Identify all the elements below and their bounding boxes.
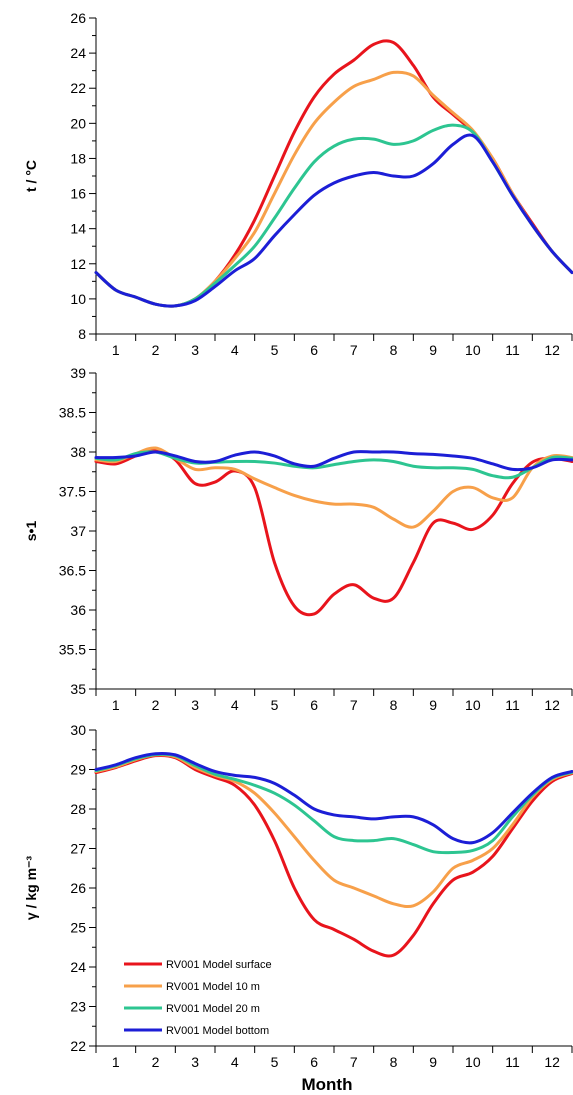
legend-entry: RV001 Model 20 m — [124, 1003, 260, 1015]
x-tick-label: 9 — [429, 342, 437, 358]
x-tick-label: 3 — [191, 697, 199, 713]
y-tick-label: 38 — [70, 444, 86, 460]
series-line-rv001-model-20-m — [94, 450, 573, 480]
x-tick-label: 11 — [505, 342, 520, 358]
y-tick-label: 20 — [70, 115, 86, 131]
y-tick-label: 23 — [70, 999, 86, 1015]
y-tick-label: 39 — [70, 365, 86, 381]
x-tick-label: 6 — [310, 342, 318, 358]
y-tick-label: 37 — [70, 523, 86, 539]
x-tick-label: 5 — [271, 342, 279, 358]
x-tick-label: 12 — [544, 1054, 560, 1070]
x-tick-label: 11 — [505, 1054, 520, 1070]
y-tick-label: 8 — [78, 326, 86, 342]
series-line-rv001-model-surface — [94, 753, 573, 958]
legend-entry: RV001 Model surface — [124, 959, 272, 971]
x-tick-label: 4 — [231, 342, 239, 358]
y-axis-title: t / °C — [23, 160, 39, 192]
y-tick-label: 12 — [70, 256, 86, 272]
y-tick-label: 28 — [70, 801, 86, 817]
y-axis-title: γ / kg m⁻³ — [23, 856, 39, 921]
y-tick-label: 24 — [70, 45, 86, 61]
legend-entry: RV001 Model bottom — [124, 1025, 269, 1037]
series-line-rv001-model-bottom — [94, 450, 573, 472]
y-tick-label: 36.5 — [59, 563, 86, 579]
x-tick-label: 8 — [390, 1054, 398, 1070]
x-tick-label: 11 — [505, 697, 520, 713]
series-line-rv001-model-bottom — [94, 133, 573, 308]
x-tick-label: 9 — [429, 697, 437, 713]
y-tick-label: 27 — [70, 841, 86, 857]
y-axis-title: s•1 — [23, 521, 39, 542]
legend-label: RV001 Model surface — [166, 959, 272, 971]
x-tick-label: 3 — [191, 342, 199, 358]
series-line-rv001-model-10-m — [94, 70, 573, 308]
x-tick-label: 1 — [112, 342, 120, 358]
y-tick-label: 10 — [70, 291, 86, 307]
x-tick-label: 2 — [152, 697, 160, 713]
series-line-rv001-model-20-m — [94, 123, 573, 308]
legend-label: RV001 Model 10 m — [166, 981, 260, 993]
x-tick-label: 5 — [271, 697, 279, 713]
x-tick-label: 4 — [231, 1054, 239, 1070]
y-tick-label: 30 — [70, 722, 86, 738]
x-tick-label: 6 — [310, 1054, 318, 1070]
x-tick-label: 7 — [350, 697, 358, 713]
x-tick-label: 7 — [350, 342, 358, 358]
legend-label: RV001 Model bottom — [166, 1025, 269, 1037]
x-tick-label: 10 — [465, 1054, 481, 1070]
series-line-rv001-model-bottom — [94, 751, 573, 845]
y-tick-label: 26 — [70, 10, 86, 26]
y-tick-label: 22 — [70, 1038, 86, 1054]
y-tick-label: 25 — [70, 920, 86, 936]
x-tick-label: 4 — [231, 697, 239, 713]
y-tick-label: 26 — [70, 880, 86, 896]
y-tick-label: 38.5 — [59, 405, 86, 421]
y-tick-label: 16 — [70, 186, 86, 202]
x-tick-label: 12 — [544, 342, 560, 358]
x-tick-label: 9 — [429, 1054, 437, 1070]
y-tick-label: 24 — [70, 959, 86, 975]
y-tick-label: 35.5 — [59, 642, 86, 658]
x-tick-label: 2 — [152, 1054, 160, 1070]
y-tick-label: 14 — [70, 221, 86, 237]
y-tick-label: 35 — [70, 681, 86, 697]
y-tick-label: 37.5 — [59, 484, 86, 500]
legend-entry: RV001 Model 10 m — [124, 981, 260, 993]
x-tick-label: 10 — [465, 342, 481, 358]
legend: RV001 Model surface RV001 Model 10 m RV001… — [124, 959, 272, 1037]
legend-label: RV001 Model 20 m — [166, 1003, 260, 1015]
y-tick-label: 29 — [70, 762, 86, 778]
x-tick-label: 8 — [390, 342, 398, 358]
x-tick-label: 3 — [191, 1054, 199, 1070]
x-tick-label: 2 — [152, 342, 160, 358]
x-tick-label: 12 — [544, 697, 560, 713]
y-tick-label: 36 — [70, 602, 86, 618]
series-line-rv001-model-surface — [94, 448, 573, 617]
x-axis-title: Month — [302, 1075, 353, 1094]
x-tick-label: 10 — [465, 697, 481, 713]
y-tick-label: 18 — [70, 150, 86, 166]
y-tick-label: 22 — [70, 80, 86, 96]
x-tick-label: 8 — [390, 697, 398, 713]
x-tick-label: 5 — [271, 1054, 279, 1070]
x-tick-label: 7 — [350, 1054, 358, 1070]
x-tick-label: 1 — [112, 1054, 120, 1070]
x-tick-label: 6 — [310, 697, 318, 713]
x-tick-label: 1 — [112, 697, 120, 713]
